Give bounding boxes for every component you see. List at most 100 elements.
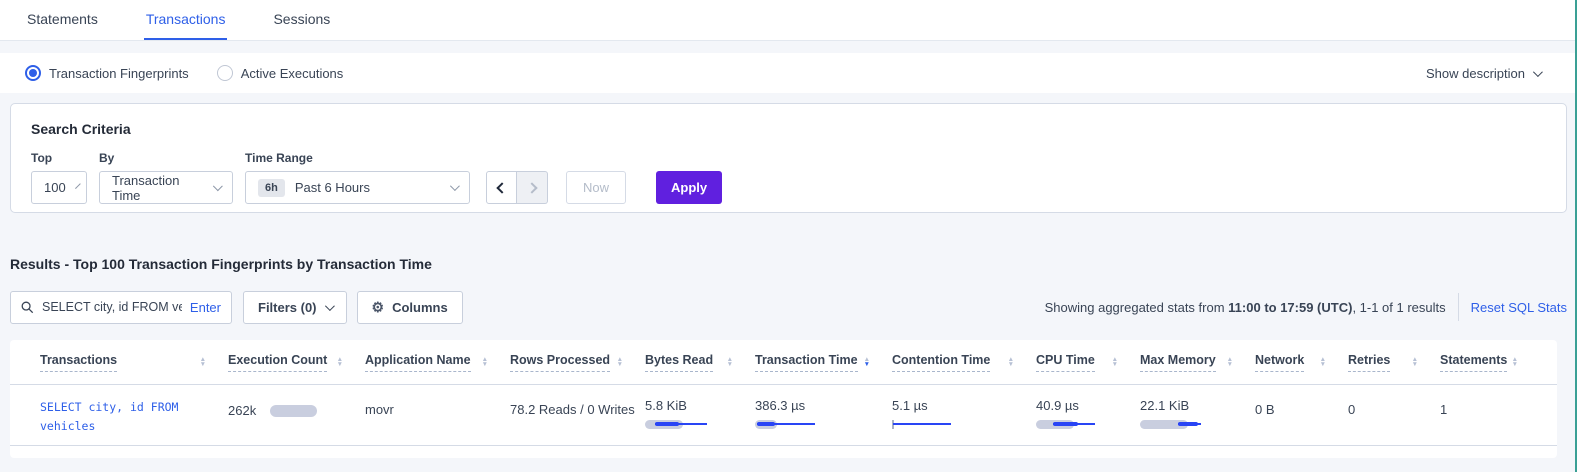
- column-header-bytes-read[interactable]: Bytes Read ▲ ▼: [645, 353, 755, 372]
- column-label: Network: [1255, 353, 1305, 372]
- column-header-retries[interactable]: Retries ▲ ▼: [1348, 353, 1440, 372]
- search-input-value: SELECT city, id FROM vehicles W: [42, 300, 182, 314]
- search-enter-button[interactable]: Enter: [189, 299, 221, 315]
- column-label: Statements: [1440, 353, 1508, 372]
- cell-network: 0 B: [1255, 398, 1348, 417]
- view-toggle-bar: Transaction Fingerprints Active Executio…: [0, 53, 1577, 93]
- results-controls-row: SELECT city, id FROM vehicles W Enter Fi…: [10, 290, 1567, 324]
- cell-rows-processed: 78.2 Reads / 0 Writes: [510, 398, 645, 417]
- cpu-time-bar: [1036, 420, 1118, 430]
- sort-icon[interactable]: ▲ ▼: [1111, 356, 1118, 368]
- time-range-field: Time Range 6h Past 6 Hours: [245, 151, 470, 204]
- page-tabbar: Statements Transactions Sessions: [0, 0, 1577, 41]
- time-range-pager: [486, 171, 548, 204]
- column-header-transactions[interactable]: Transactions ▲ ▼: [40, 353, 228, 372]
- by-select-value: Transaction Time: [112, 172, 180, 203]
- column-header-cpu-time[interactable]: CPU Time ▲ ▼: [1036, 353, 1140, 372]
- sort-icon[interactable]: ▲ ▼: [1007, 356, 1014, 368]
- transaction-time-value: 386.3 µs: [755, 398, 806, 413]
- radio-transaction-fingerprints[interactable]: Transaction Fingerprints: [25, 65, 189, 81]
- table-header-row: Transactions ▲ ▼ Execution Count ▲ ▼ Appli…: [10, 340, 1557, 385]
- max-memory-value: 22.1 KiB: [1140, 398, 1190, 413]
- bytes-read-bar: [645, 420, 733, 430]
- by-select[interactable]: Transaction Time: [99, 171, 233, 204]
- sort-icon[interactable]: ▲ ▼: [1411, 356, 1418, 368]
- tab-sessions[interactable]: Sessions: [273, 11, 331, 27]
- tab-transactions[interactable]: Transactions: [143, 0, 228, 40]
- sort-icon-active[interactable]: ▲ ▼: [863, 356, 870, 368]
- time-range-select[interactable]: 6h Past 6 Hours: [245, 171, 470, 204]
- by-label: By: [99, 151, 115, 165]
- column-header-rows-processed[interactable]: Rows Processed ▲ ▼: [510, 353, 645, 372]
- sort-icon[interactable]: ▲ ▼: [1226, 356, 1233, 368]
- cell-retries: 0: [1348, 398, 1440, 417]
- cell-max-memory: 22.1 KiB: [1140, 398, 1255, 430]
- column-label: Transactions: [40, 353, 118, 372]
- column-header-transaction-time[interactable]: Transaction Time ▲ ▼: [755, 353, 892, 372]
- sort-icon[interactable]: ▲ ▼: [726, 356, 733, 368]
- cell-bytes-read: 5.8 KiB: [645, 398, 755, 430]
- search-icon: [21, 301, 34, 313]
- top-field: Top 100: [31, 151, 87, 204]
- chevron-down-icon: [324, 300, 335, 311]
- column-header-contention-time[interactable]: Contention Time ▲ ▼: [892, 353, 1036, 372]
- column-header-application-name[interactable]: Application Name ▲ ▼: [365, 353, 510, 372]
- sort-icon[interactable]: ▲ ▼: [199, 356, 206, 368]
- cell-cpu-time: 40.9 µs: [1036, 398, 1140, 430]
- sort-icon[interactable]: ▲ ▼: [481, 356, 488, 368]
- search-input[interactable]: SELECT city, id FROM vehicles W Enter: [10, 290, 232, 324]
- radio-selected-icon: [25, 65, 41, 81]
- top-select[interactable]: 100: [31, 171, 87, 204]
- now-button[interactable]: Now: [566, 171, 627, 204]
- top-select-value: 100: [44, 180, 66, 195]
- column-header-statements[interactable]: Statements ▲ ▼: [1440, 353, 1540, 372]
- radio-label: Transaction Fingerprints: [49, 65, 189, 81]
- column-label: Bytes Read: [645, 353, 714, 372]
- contention-time-value: 5.1 µs: [892, 398, 928, 413]
- sort-icon[interactable]: ▲ ▼: [616, 356, 623, 368]
- chevron-down-icon: [74, 183, 81, 189]
- search-criteria-title: Search Criteria: [31, 121, 131, 137]
- stats-suffix: , 1-1 of 1 results: [1352, 299, 1446, 315]
- reset-sql-stats-link[interactable]: Reset SQL Stats: [1470, 299, 1567, 315]
- column-label: Application Name: [365, 353, 471, 372]
- column-header-network[interactable]: Network ▲ ▼: [1255, 353, 1348, 372]
- next-time-range-button[interactable]: [517, 171, 548, 204]
- chevron-down-icon: [213, 181, 223, 191]
- transactions-table: Transactions ▲ ▼ Execution Count ▲ ▼ Appli…: [10, 340, 1557, 458]
- column-label: Contention Time: [892, 353, 991, 372]
- cell-execution-count: 262k: [228, 398, 365, 418]
- column-header-max-memory[interactable]: Max Memory ▲ ▼: [1140, 353, 1255, 372]
- sort-icon[interactable]: ▲ ▼: [1511, 356, 1518, 368]
- column-header-execution-count[interactable]: Execution Count ▲ ▼: [228, 353, 365, 372]
- bytes-read-value: 5.8 KiB: [645, 398, 687, 413]
- query-line: SELECT city, id FROM: [40, 400, 179, 414]
- time-range-badge: 6h: [258, 178, 285, 197]
- column-label: Max Memory: [1140, 353, 1216, 372]
- sort-icon[interactable]: ▲ ▼: [1319, 356, 1326, 368]
- results-heading: Results - Top 100 Transaction Fingerprin…: [10, 256, 432, 272]
- chevron-down-icon: [1532, 66, 1543, 77]
- apply-button[interactable]: Apply: [656, 171, 723, 204]
- previous-time-range-button[interactable]: [486, 171, 517, 204]
- transaction-fingerprint-link[interactable]: SELECT city, id FROM vehicles: [40, 398, 206, 436]
- gear-icon: ⚙: [371, 299, 385, 315]
- column-label: Rows Processed: [510, 353, 611, 372]
- max-memory-bar: [1140, 420, 1233, 430]
- radio-label: Active Executions: [240, 65, 344, 81]
- network-value: 0 B: [1255, 402, 1275, 417]
- cell-statements: 1: [1440, 398, 1540, 417]
- column-label: Transaction Time: [755, 353, 858, 372]
- execution-count-value: 262k: [228, 403, 257, 418]
- time-range-label: Time Range: [245, 151, 313, 165]
- cell-contention-time: 5.1 µs: [892, 398, 1036, 430]
- show-description-toggle[interactable]: Show description: [1426, 66, 1543, 81]
- tab-statements[interactable]: Statements: [27, 11, 98, 27]
- application-name-value: movr: [365, 402, 394, 417]
- columns-button[interactable]: ⚙ Columns: [356, 290, 463, 324]
- cell-transaction-time: 386.3 µs: [755, 398, 892, 430]
- search-criteria-panel: Search Criteria Top 100 By Transaction T…: [10, 103, 1567, 213]
- radio-active-executions[interactable]: Active Executions: [216, 65, 344, 81]
- sort-icon[interactable]: ▲ ▼: [336, 356, 343, 368]
- filters-button[interactable]: Filters (0): [243, 290, 347, 324]
